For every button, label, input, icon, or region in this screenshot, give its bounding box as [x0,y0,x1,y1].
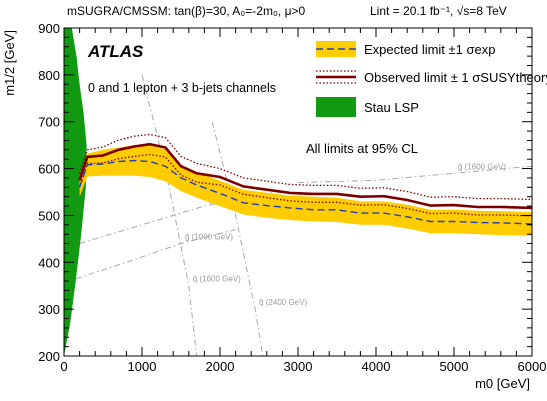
contour-label: q̃ (2400 GeV) [259,298,308,307]
luminosity-header: Lint = 20.1 fb⁻¹, √s=8 TeV [370,4,507,18]
legend-stau: Stau LSP [316,97,419,117]
y-tick-label: 900 [38,21,60,36]
x-tick-label: 6000 [518,359,547,374]
contour-line [297,165,533,184]
x-axis-title: m0 [GeV] [475,376,530,391]
contour-label: g̃ (1000 GeV) [185,233,234,242]
stau-lsp-region [64,28,87,356]
expected-limit-line [78,159,533,225]
y-tick-label: 600 [38,162,60,177]
contour-label: g̃ (1600 GeV) [458,162,507,171]
x-tick-label: 1000 [128,359,157,374]
legend-expected-band-swatch [316,41,356,57]
y-axis: 200 300 400 500 600 700 800 900 [38,21,532,364]
legend-expected-label: Expected limit ±1 σexp [364,42,496,57]
contour-line [211,121,264,357]
channel-label: 0 and 1 lepton + 3 b-jets channels [88,81,276,95]
atlas-label: ATLAS [87,42,144,61]
x-tick-label: 5000 [440,359,469,374]
y-tick-label: 800 [38,68,60,83]
y-tick-label: 200 [38,349,60,364]
legend-stau-swatch [316,97,356,117]
legend-observed: Observed limit ± 1 σSUSYtheory [316,70,547,85]
x-tick-label: 0 [60,359,67,374]
contour-line [75,229,236,280]
y-tick-label: 300 [38,302,60,317]
contour-label: q̃ (1600 GeV) [192,275,241,284]
y-tick-label: 700 [38,115,60,130]
y-tick-label: 500 [38,208,60,223]
model-header: mSUGRA/CMSSM: tan(β)=30, A₀=-2m₀, μ>0 [67,4,306,18]
cl-note: All limits at 95% CL [306,141,418,156]
legend-expected: Expected limit ±1 σexp [316,41,496,57]
plot-area: g̃ (1000 GeV)g̃ (1200 GeV)g̃ (1600 GeV)q… [64,28,533,357]
legend-observed-label: Observed limit ± 1 σSUSYtheory [364,70,547,85]
y-axis-title: m1/2 [GeV] [2,30,17,96]
x-axis: 0 1000 2000 3000 4000 5000 6000 [60,28,546,374]
legend: Expected limit ±1 σexp Observed limit ± … [316,41,547,117]
limit-bands [79,145,532,236]
x-tick-label: 3000 [284,359,313,374]
legend-stau-label: Stau LSP [364,100,419,115]
observed-limit-line [78,142,533,210]
x-tick-label: 4000 [362,359,391,374]
expected-band [79,145,532,236]
stau-lsp-fill [64,28,87,356]
observed-theory-line [78,153,533,217]
limit-lines [78,133,533,225]
observed-theory-line [78,133,533,201]
y-tick-label: 400 [38,255,60,270]
x-tick-label: 2000 [206,359,235,374]
